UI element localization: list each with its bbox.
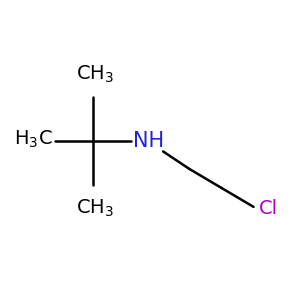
Text: CH$_3$: CH$_3$ [76, 64, 114, 85]
Text: H$_3$C: H$_3$C [14, 129, 53, 150]
Text: CH$_3$: CH$_3$ [76, 198, 114, 219]
Text: Cl: Cl [260, 199, 278, 218]
Text: NH: NH [133, 131, 164, 151]
